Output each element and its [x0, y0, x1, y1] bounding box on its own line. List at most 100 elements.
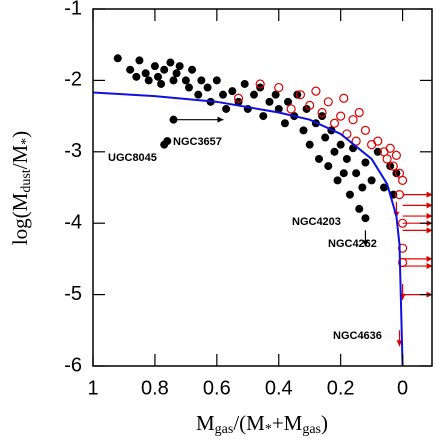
detection-open — [385, 143, 395, 153]
arrow-head — [426, 213, 433, 220]
detection — [355, 204, 364, 213]
detection — [135, 56, 144, 65]
detection — [342, 154, 351, 163]
detection — [160, 65, 169, 74]
detection — [280, 119, 289, 128]
annotation: NGC4203 — [292, 216, 341, 228]
limit-arrow — [402, 263, 433, 270]
detection — [203, 83, 212, 92]
detection-open — [397, 175, 408, 185]
detection — [141, 69, 150, 78]
detection — [157, 79, 166, 88]
x-axis-label-part: gas — [302, 422, 321, 437]
detection — [219, 90, 228, 99]
annotation: NGC4636 — [333, 330, 382, 342]
detection — [160, 140, 169, 149]
detection-open — [255, 79, 265, 89]
detection — [154, 72, 163, 81]
x-tick-label: 1 — [87, 377, 98, 399]
y-tick-label: -1 — [64, 0, 82, 19]
detection — [299, 126, 308, 135]
detection-open — [311, 86, 321, 96]
detection — [274, 104, 283, 113]
detection — [361, 158, 370, 167]
detection — [228, 87, 237, 96]
y-axis-label-part: /M — [8, 145, 32, 170]
arrow-head — [426, 255, 433, 262]
y-axis-label-part: log(M — [8, 192, 32, 245]
detection-open — [348, 115, 358, 125]
plot-frame — [92, 8, 433, 367]
limit-arrow — [362, 230, 369, 247]
y-tick-label: -3 — [64, 140, 82, 162]
detection — [330, 147, 339, 156]
detection — [345, 190, 354, 199]
detection-open — [351, 136, 361, 146]
detection — [113, 54, 122, 63]
x-axis-label-part: * — [265, 422, 272, 437]
detection — [240, 79, 249, 88]
y-tick-label: -6 — [64, 354, 82, 376]
detection-open — [388, 161, 398, 171]
detection-open — [274, 82, 284, 93]
x-axis-label-part: M — [196, 411, 215, 435]
arrow-head — [426, 227, 433, 234]
detection — [380, 183, 389, 192]
detection — [358, 183, 367, 192]
x-axis-label-part: gas — [215, 422, 234, 437]
detection-open — [323, 97, 333, 107]
detection — [315, 154, 323, 163]
detection — [172, 69, 181, 78]
detection — [265, 97, 274, 106]
detection — [181, 76, 190, 85]
detection — [259, 112, 268, 121]
detection — [305, 140, 314, 149]
detection — [361, 214, 370, 223]
arrow-head — [217, 116, 224, 123]
detection-open — [317, 107, 327, 118]
limit-arrow — [402, 191, 433, 198]
detection — [249, 90, 258, 99]
annotation: UGC8045 — [108, 152, 157, 164]
detection — [336, 140, 345, 149]
y-tick-label: -2 — [64, 69, 82, 91]
detection — [367, 176, 376, 185]
x-tick-label: 0.6 — [203, 377, 231, 399]
detection — [271, 90, 280, 99]
x-axis-label-part: /(M — [233, 411, 265, 435]
detection — [175, 62, 184, 71]
detection — [284, 97, 293, 106]
detection — [169, 76, 178, 85]
detection-open — [329, 118, 340, 128]
detection-open — [339, 93, 349, 103]
detection — [222, 104, 231, 113]
annotation: NGC3657 — [173, 136, 222, 148]
detection-open — [233, 93, 244, 103]
x-tick-label: 0.4 — [265, 377, 293, 399]
y-axis-label-part: ) — [8, 131, 32, 138]
detection — [392, 169, 401, 178]
detection — [321, 133, 330, 142]
arrow-head — [426, 191, 433, 198]
arrow-head — [426, 263, 433, 270]
detection — [126, 65, 135, 74]
detection-open — [354, 107, 364, 118]
limit-arrow — [402, 227, 433, 234]
detection — [212, 76, 221, 85]
detection-open — [295, 90, 306, 100]
detection — [188, 65, 197, 74]
y-tick-label: -5 — [64, 283, 82, 305]
detection — [150, 62, 159, 71]
detection — [333, 176, 342, 185]
detection — [352, 169, 361, 178]
detection — [184, 83, 193, 92]
x-tick-label: 0.2 — [327, 377, 355, 399]
y-axis-label: log(Mdust/M*) — [8, 131, 34, 245]
annotation: NGC4262 — [328, 238, 377, 250]
detection — [386, 162, 395, 171]
arrow-head — [426, 202, 433, 209]
limit-arrow — [402, 213, 433, 220]
y-axis-label-part: * — [19, 138, 34, 145]
detection-open — [360, 125, 371, 135]
